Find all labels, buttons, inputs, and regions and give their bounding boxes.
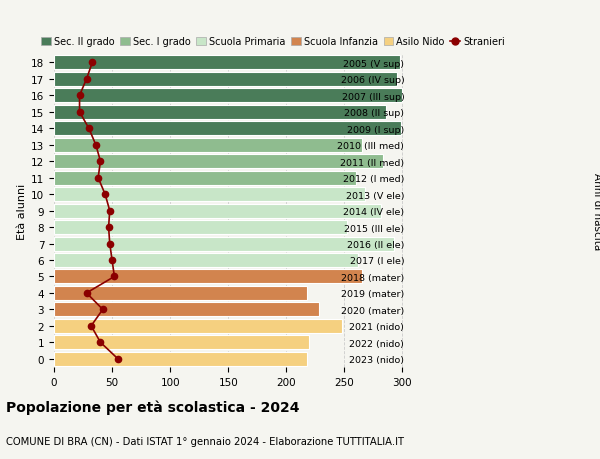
Bar bbox=[54, 253, 358, 268]
Bar bbox=[54, 56, 400, 70]
Bar bbox=[54, 122, 401, 136]
Bar bbox=[54, 204, 382, 218]
Legend: Sec. II grado, Sec. I grado, Scuola Primaria, Scuola Infanzia, Asilo Nido, Stran: Sec. II grado, Sec. I grado, Scuola Prim… bbox=[41, 37, 505, 47]
Bar bbox=[54, 139, 362, 152]
Bar bbox=[54, 155, 383, 169]
Bar bbox=[54, 188, 365, 202]
Text: COMUNE DI BRA (CN) - Dati ISTAT 1° gennaio 2024 - Elaborazione TUTTITALIA.IT: COMUNE DI BRA (CN) - Dati ISTAT 1° genna… bbox=[6, 436, 404, 446]
Bar bbox=[54, 286, 307, 300]
Text: Anni di nascita: Anni di nascita bbox=[592, 173, 600, 250]
Text: Popolazione per età scolastica - 2024: Popolazione per età scolastica - 2024 bbox=[6, 399, 299, 414]
Bar bbox=[54, 237, 394, 251]
Bar bbox=[54, 319, 342, 333]
Y-axis label: Età alunni: Età alunni bbox=[17, 183, 27, 239]
Bar bbox=[54, 106, 386, 119]
Bar bbox=[54, 336, 310, 350]
Bar bbox=[54, 73, 397, 87]
Bar bbox=[54, 303, 319, 317]
Bar bbox=[54, 221, 347, 235]
Bar bbox=[54, 171, 356, 185]
Bar bbox=[54, 89, 403, 103]
Bar bbox=[54, 270, 362, 284]
Bar bbox=[54, 352, 307, 366]
